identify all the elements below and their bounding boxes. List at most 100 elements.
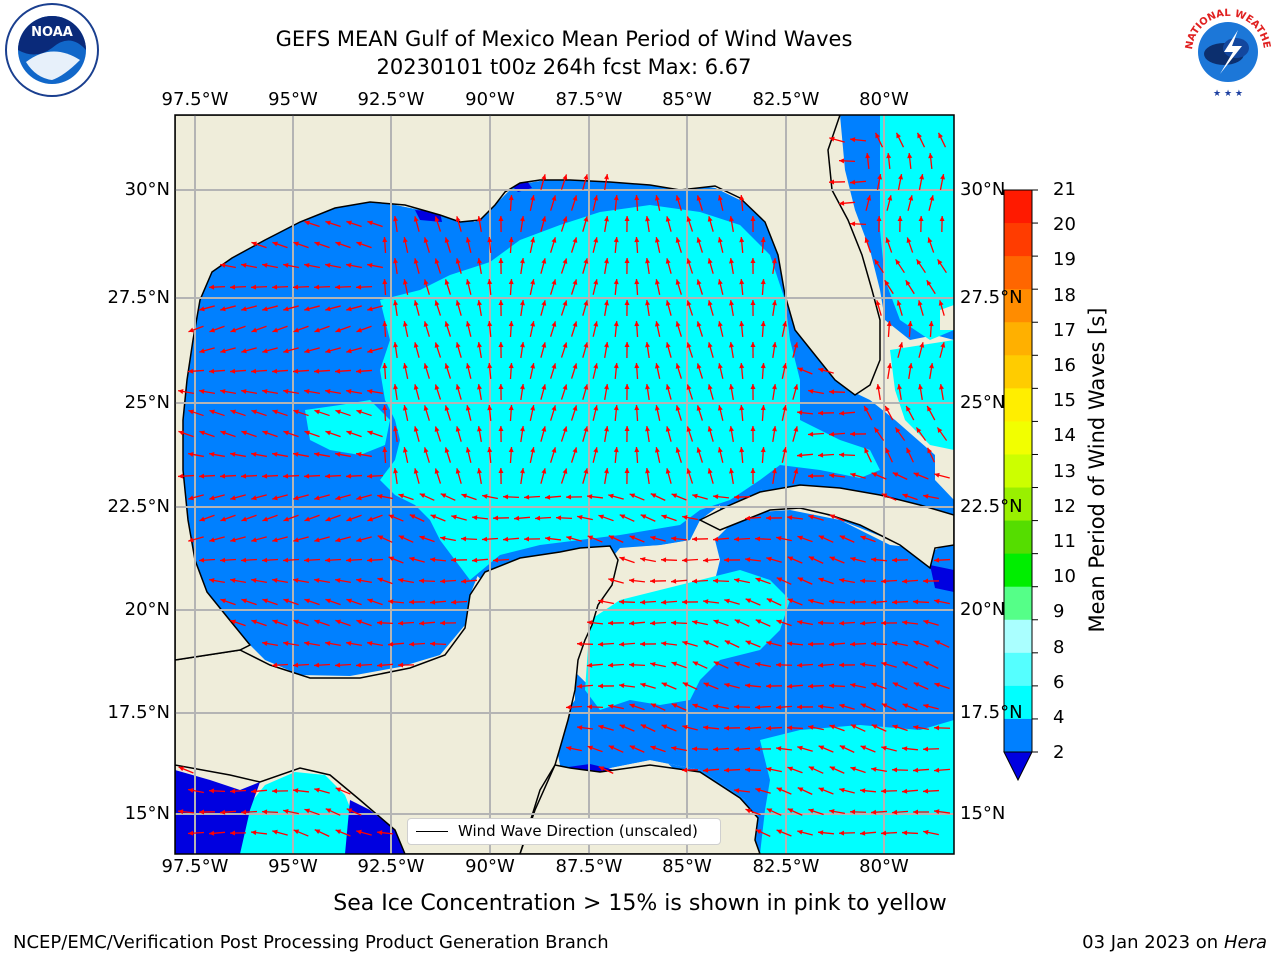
wave-arrow-head bbox=[619, 641, 625, 647]
wave-arrow-head bbox=[776, 829, 783, 835]
wave-arrow-head bbox=[692, 619, 698, 625]
wave-arrow-head bbox=[430, 599, 436, 605]
wave-arrow-head bbox=[283, 473, 289, 479]
wave-arrow-head bbox=[293, 241, 299, 247]
wave-arrow-head bbox=[402, 279, 408, 285]
wave-arrow-head bbox=[455, 300, 461, 306]
wave-arrow-head bbox=[440, 578, 446, 584]
wave-arrow-head bbox=[776, 787, 783, 793]
wave-arrow-head bbox=[519, 384, 525, 390]
wave-arrow-head bbox=[251, 284, 257, 290]
wave-arrow-head bbox=[251, 368, 257, 374]
wave-arrow-head bbox=[388, 599, 394, 605]
colorbar-tick: 4 bbox=[1053, 707, 1065, 728]
wave-arrow-head bbox=[367, 598, 373, 604]
lat-label-left: 25°N bbox=[124, 392, 170, 413]
wave-arrow-head bbox=[346, 516, 353, 522]
footer-date: 03 Jan 2023 on bbox=[1082, 932, 1224, 953]
wave-arrow-head bbox=[220, 306, 226, 312]
wave-arrow-head bbox=[934, 725, 940, 731]
chart-title: GEFS MEAN Gulf of Mexico Mean Period of … bbox=[275, 27, 853, 51]
wave-arrow-head bbox=[671, 745, 677, 751]
wave-arrow-head bbox=[696, 447, 702, 453]
wave-arrow-head bbox=[465, 405, 471, 411]
wave-arrow-head bbox=[577, 514, 583, 520]
wave-arrow-head bbox=[760, 405, 766, 411]
colorbar-swatch bbox=[1004, 520, 1032, 555]
wave-arrow-head bbox=[850, 137, 856, 143]
wave-arrow-head bbox=[696, 405, 702, 411]
wave-arrow-head bbox=[696, 363, 702, 369]
wave-arrow-head bbox=[729, 342, 734, 348]
lon-label-bottom: 92.5°W bbox=[357, 856, 425, 877]
wave-arrow-head bbox=[587, 662, 593, 668]
wave-arrow-head bbox=[530, 237, 536, 243]
wave-arrow-head bbox=[377, 535, 384, 541]
wave-arrow-head bbox=[304, 348, 310, 354]
wave-arrow-head bbox=[382, 447, 388, 453]
wave-arrow-head bbox=[808, 641, 814, 647]
wave-arrow-head bbox=[314, 368, 320, 374]
wave-arrow-head bbox=[717, 363, 723, 369]
wave-arrow-head bbox=[771, 468, 777, 474]
wave-arrow-head bbox=[907, 153, 913, 159]
wave-arrow-head bbox=[755, 536, 761, 542]
wave-arrow-head bbox=[839, 662, 845, 668]
wave-arrow-head bbox=[498, 426, 504, 432]
wave-arrow-head bbox=[530, 321, 536, 327]
wave-arrow-head bbox=[572, 279, 578, 285]
wave-arrow-head bbox=[556, 515, 562, 521]
wave-arrow-head bbox=[455, 216, 461, 222]
wave-arrow-head bbox=[829, 599, 835, 605]
wave-arrow-head bbox=[272, 578, 278, 583]
wave-arrow-head bbox=[377, 830, 383, 836]
wave-arrow-head bbox=[314, 829, 321, 834]
wave-arrow-head bbox=[829, 556, 836, 562]
wave-arrow-head bbox=[739, 405, 745, 411]
wave-arrow-head bbox=[241, 598, 247, 604]
wave-arrow-head bbox=[398, 493, 404, 499]
wave-arrow-head bbox=[707, 300, 713, 306]
wave-arrow-head bbox=[734, 704, 740, 710]
wave-arrow-head bbox=[508, 321, 514, 327]
wave-arrow-head bbox=[671, 493, 678, 499]
wave-arrow-head bbox=[877, 174, 883, 180]
colorbar-swatch bbox=[1004, 223, 1032, 257]
wave-arrow-head bbox=[729, 384, 734, 390]
wave-arrow-head bbox=[808, 766, 815, 772]
wave-arrow-head bbox=[293, 537, 299, 543]
footer-date-host: 03 Jan 2023 on Hera bbox=[1082, 932, 1267, 953]
wave-arrow-head bbox=[604, 342, 609, 348]
colorbar-outline bbox=[1003, 189, 1033, 753]
wave-arrow-head bbox=[729, 258, 734, 264]
wave-arrow-head bbox=[645, 468, 651, 474]
lat-label-left: 22.5°N bbox=[107, 496, 170, 517]
wave-arrow-head bbox=[829, 473, 835, 479]
colorbar bbox=[1003, 189, 1038, 782]
wave-arrow-head bbox=[241, 473, 247, 479]
wave-arrow-head bbox=[451, 599, 457, 605]
wave-arrow-head bbox=[665, 468, 671, 474]
wave-arrow-head bbox=[881, 493, 888, 499]
wave-arrow-head bbox=[530, 279, 536, 285]
lat-label-right: 22.5°N bbox=[960, 496, 1023, 517]
lat-label-left: 17.5°N bbox=[107, 702, 170, 723]
wave-arrow-head bbox=[508, 195, 514, 201]
wave-arrow-head bbox=[377, 493, 383, 499]
wave-arrow-head bbox=[440, 493, 447, 499]
lon-label-top: 92.5°W bbox=[357, 89, 425, 110]
wave-arrow-head bbox=[771, 300, 777, 306]
wave-arrow-head bbox=[686, 426, 692, 432]
lat-label-left: 27.5°N bbox=[107, 287, 170, 308]
wave-arrow-head bbox=[461, 493, 467, 499]
wave-arrow-head bbox=[671, 578, 677, 584]
wave-arrow-head bbox=[875, 132, 880, 139]
wave-arrow-head bbox=[519, 342, 525, 348]
wave-arrow-head bbox=[272, 409, 278, 415]
wave-arrow-head bbox=[314, 327, 321, 333]
wave-arrow-head bbox=[455, 384, 461, 390]
wave-arrow-head bbox=[892, 472, 899, 477]
wave-arrow-head bbox=[818, 704, 824, 710]
wave-arrow-head bbox=[692, 703, 698, 709]
footer-credit: NCEP/EMC/Verification Post Processing Pr… bbox=[13, 932, 609, 953]
